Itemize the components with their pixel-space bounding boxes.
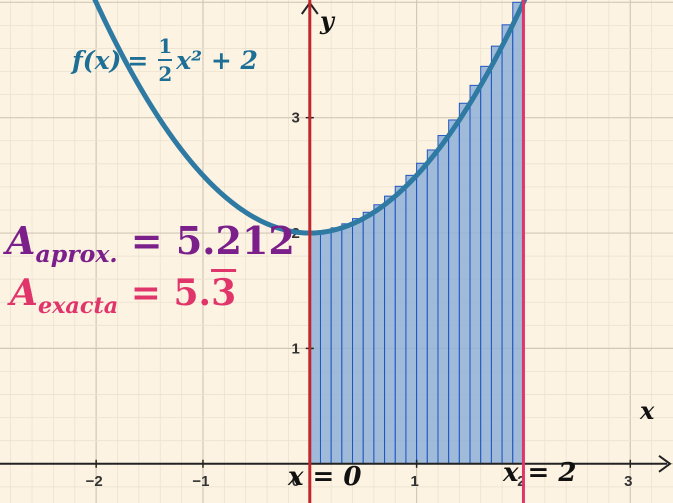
- fraction-denominator: 2: [158, 62, 173, 86]
- riemann-rectangle: [384, 195, 396, 465]
- riemann-rectangle: [405, 174, 418, 465]
- function-curve: [92, 0, 528, 236]
- exact-area-subscript: exacta: [37, 292, 119, 319]
- approx-area-symbol: A: [6, 218, 36, 263]
- riemann-rectangle: [501, 24, 514, 465]
- riemann-rectangle: [373, 204, 386, 465]
- fraction-numerator: 1: [158, 34, 173, 58]
- riemann-rectangle: [341, 223, 354, 465]
- function-equals: =: [127, 45, 149, 75]
- x-tick-label: 1: [410, 473, 418, 490]
- x-tick-label: 2: [517, 473, 525, 490]
- x-tick-label: −2: [86, 473, 103, 490]
- x-tick-label: 0: [292, 473, 300, 490]
- x-tick-label: −1: [192, 473, 209, 490]
- riemann-rectangle: [458, 102, 471, 465]
- riemann-rectangle: [426, 149, 439, 465]
- riemann-rectangle: [512, 1, 524, 465]
- approx-area-label: Aaprox. = 5.212: [6, 218, 295, 268]
- fraction-bar: [158, 59, 173, 61]
- function-equation: f(x) = 1 2 x² + 2: [72, 36, 258, 84]
- x-tick-label: 3: [624, 473, 632, 490]
- riemann-rectangle: [352, 218, 364, 465]
- y-tick-label: 3: [291, 110, 299, 127]
- approx-area-value: = 5.212: [117, 218, 295, 263]
- riemann-rectangle: [490, 45, 503, 465]
- riemann-rectangle: [394, 185, 407, 465]
- left-boundary-label: x = 0: [288, 462, 362, 492]
- x-axis-label: x: [640, 396, 655, 425]
- riemann-rectangle: [437, 135, 450, 465]
- riemann-rectangle: [319, 230, 332, 465]
- riemann-rectangle: [448, 119, 460, 465]
- y-axis-label: y: [320, 6, 334, 35]
- function-rest: x² + 2: [176, 45, 258, 75]
- function-name: f(x): [72, 45, 122, 75]
- fraction: 1 2: [158, 34, 173, 86]
- right-boundary-label: x = 2: [503, 458, 577, 488]
- riemann-rectangle: [362, 211, 375, 465]
- x-axis-arrow: [658, 454, 672, 473]
- exact-area-symbol: A: [10, 272, 38, 314]
- riemann-rectangle: [416, 162, 428, 465]
- y-tick-label: 1: [291, 340, 299, 357]
- riemann-rectangle: [469, 84, 482, 465]
- approx-area-subscript: aprox.: [35, 240, 118, 269]
- riemann-rectangle: [480, 65, 492, 465]
- exact-area-label: Aexacta = 5.3: [10, 272, 236, 319]
- riemann-rectangle: [330, 227, 343, 465]
- exact-area-value: = 5.: [118, 272, 212, 314]
- exact-area-repeating-digit: 3: [211, 272, 237, 314]
